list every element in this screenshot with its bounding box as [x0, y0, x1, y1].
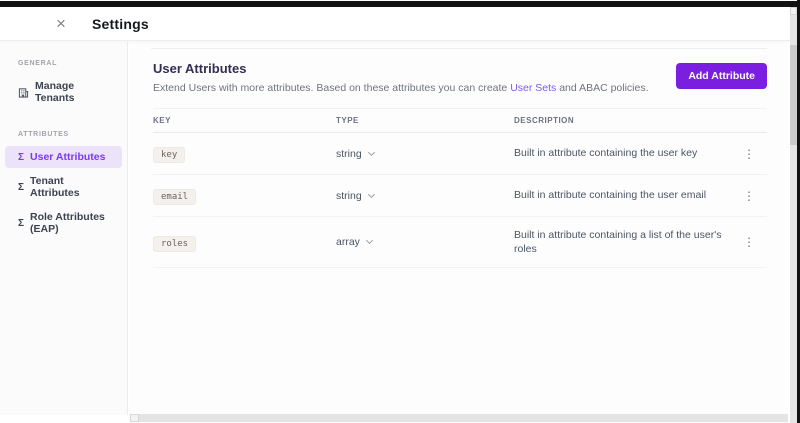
attribute-key-chip: email — [153, 189, 197, 205]
attribute-key-chip: key — [153, 147, 186, 163]
user-sets-link[interactable]: User Sets — [510, 82, 557, 94]
screen-right-edge — [797, 0, 800, 423]
sidebar-item-role-attributes[interactable]: Σ Role Attributes (EAP) — [5, 206, 122, 240]
sidebar-item-manage-tenants[interactable]: Manage Tenants — [5, 75, 122, 109]
row-menu-icon[interactable]: ⋮ — [743, 188, 755, 203]
type-value: array — [336, 236, 360, 249]
row-menu-icon[interactable]: ⋮ — [743, 235, 755, 250]
attribute-key-chip: roles — [153, 235, 197, 252]
sidebar-item-user-attributes[interactable]: Σ User Attributes — [5, 146, 122, 168]
chevron-down-icon — [365, 237, 373, 245]
chevron-down-icon — [367, 148, 375, 156]
sigma-icon: Σ — [18, 217, 25, 229]
add-attribute-button[interactable]: Add Attribute — [676, 63, 767, 89]
building-icon — [18, 87, 29, 98]
horizontal-scrollbar[interactable] — [130, 414, 788, 422]
section-label-attributes: Attributes — [18, 131, 69, 138]
section-label-general: General — [18, 60, 58, 67]
type-value: string — [336, 189, 362, 202]
table-row: email string Built in attribute containi… — [153, 175, 767, 217]
content-top-divider — [151, 48, 767, 49]
sidebar-item-label: Tenant Attributes — [30, 175, 80, 199]
attributes-table: Key Type Description key string Built in… — [153, 108, 767, 269]
section-heading-block: User Attributes Extend Users with more a… — [153, 61, 649, 94]
vertical-scrollbar[interactable] — [790, 7, 797, 423]
type-dropdown[interactable]: array — [336, 236, 514, 248]
sidebar-section-attributes: Attributes Σ User Attributes Σ Tenant At… — [0, 131, 127, 240]
sidebar-item-label: Role Attributes (EAP) — [30, 211, 105, 235]
scroll-up-button[interactable] — [790, 7, 797, 15]
sidebar-item-label: Manage Tenants — [35, 80, 75, 104]
table-header-row: Key Type Description — [153, 108, 767, 133]
column-header-type: Type — [336, 116, 359, 125]
column-header-actions — [729, 116, 767, 125]
description-text: and ABAC policies. — [556, 82, 649, 94]
sidebar-item-label: User Attributes — [30, 151, 106, 163]
content-title: User Attributes — [153, 61, 247, 76]
attribute-description: Built in attribute containing a list of … — [514, 229, 722, 256]
settings-titlebar: × Settings — [0, 7, 790, 41]
table-row: roles array Built in attribute containin… — [153, 217, 767, 269]
row-menu-icon[interactable]: ⋮ — [743, 146, 755, 161]
sidebar-item-tenant-attributes[interactable]: Σ Tenant Attributes — [5, 170, 122, 204]
screen-top-edge — [0, 1, 797, 7]
page-title: Settings — [92, 15, 149, 32]
description-text: Extend Users with more attributes. Based… — [153, 82, 511, 94]
close-icon[interactable]: × — [56, 14, 66, 33]
scroll-left-button[interactable] — [130, 414, 139, 422]
table-row: key string Built in attribute containing… — [153, 133, 767, 175]
chevron-down-icon — [367, 190, 375, 198]
settings-sidebar: General Manage Tenants Attributes Σ User… — [0, 42, 128, 415]
vertical-scroll-thumb[interactable] — [790, 45, 797, 145]
column-header-description: Description — [514, 116, 575, 125]
attribute-description: Built in attribute containing the user e… — [514, 189, 707, 202]
content-description: Extend Users with more attributes. Based… — [153, 82, 649, 94]
type-dropdown[interactable]: string — [336, 148, 514, 160]
type-dropdown[interactable]: string — [336, 190, 514, 202]
attribute-description: Built in attribute containing the user k… — [514, 147, 698, 160]
type-value: string — [336, 147, 362, 160]
sigma-icon: Σ — [18, 151, 25, 163]
sigma-icon: Σ — [18, 181, 25, 193]
main-content: User Attributes Extend Users with more a… — [129, 42, 789, 423]
sidebar-section-general: General Manage Tenants — [0, 60, 127, 109]
column-header-key: Key — [153, 116, 171, 125]
